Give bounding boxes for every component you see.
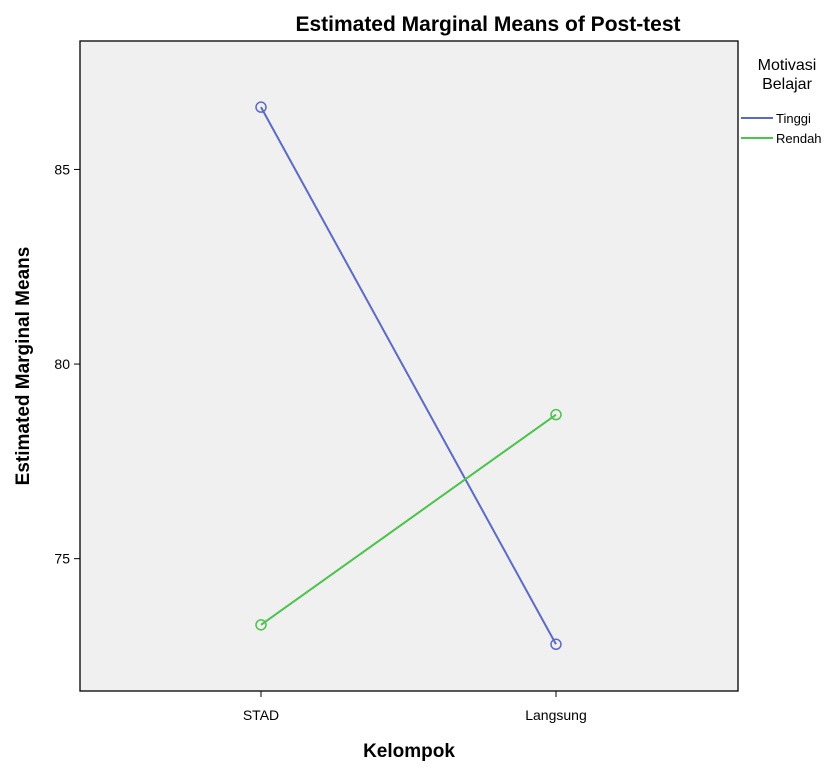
x-axis-title: Kelompok — [363, 741, 455, 762]
legend: Motivasi Belajar Tinggi Rendah — [741, 57, 822, 146]
series-layer — [255, 101, 562, 651]
data-point-rendah — [255, 619, 267, 631]
data-point-rendah — [550, 408, 562, 421]
legend-title-line-2: Belajar — [762, 76, 812, 93]
y-tick-label: 75 — [54, 551, 70, 567]
y-tick-label: 85 — [54, 161, 70, 177]
x-axis: STAD Langsung — [243, 691, 587, 723]
y-tick-label: 80 — [54, 356, 70, 372]
data-point-tinggi — [550, 638, 562, 651]
x-tick-label: Langsung — [525, 707, 587, 723]
chart-title: Estimated Marginal Means of Post-test — [295, 13, 680, 36]
x-tick-label: STAD — [243, 707, 279, 723]
series-line-rendah — [260, 413, 557, 626]
legend-title-line-1: Motivasi — [758, 57, 817, 74]
y-axis: 75 80 85 — [54, 161, 80, 567]
y-axis-title: Estimated Marginal Means — [13, 247, 34, 486]
plot-area — [79, 40, 739, 692]
data-point-tinggi — [255, 101, 267, 113]
series-line-tinggi — [260, 106, 557, 645]
legend-label-tinggi: Tinggi — [776, 111, 811, 126]
legend-label-rendah: Rendah — [776, 131, 822, 146]
